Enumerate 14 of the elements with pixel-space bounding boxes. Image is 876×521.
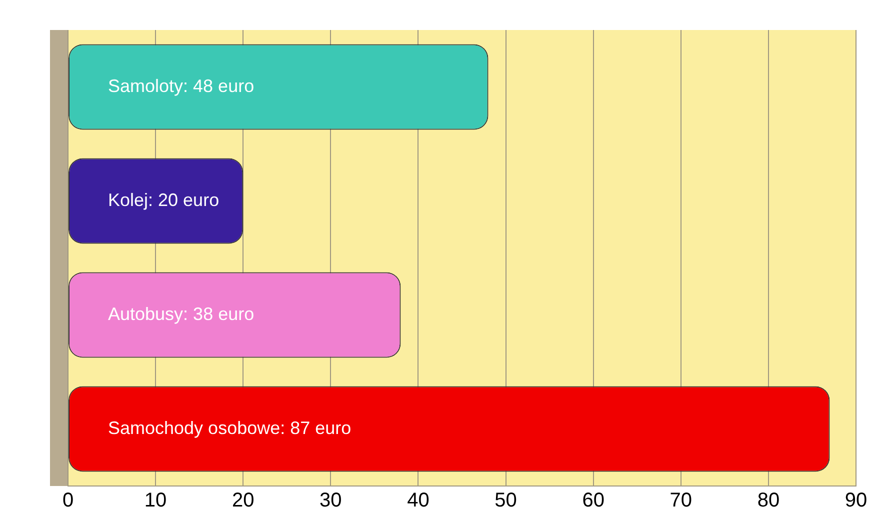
data-label: Kolej: 20 euro	[108, 190, 220, 210]
x-tick-label: 30	[320, 490, 342, 512]
x-tick-label: 20	[232, 490, 254, 512]
data-label: Samoloty: 48 euro	[108, 76, 254, 96]
x-tick-label: 40	[407, 490, 430, 512]
x-tick-label: 10	[144, 490, 167, 512]
x-tick-label: 80	[757, 490, 780, 512]
data-label: Autobusy: 38 euro	[108, 304, 254, 324]
x-tick-label: 60	[582, 490, 604, 512]
x-tick-label: 50	[494, 490, 517, 512]
x-tick-label: 70	[670, 490, 692, 512]
data-label: Samochody osobowe: 87 euro	[108, 418, 352, 438]
x-tick-label: 90	[844, 490, 868, 512]
x-tick-label: 0	[62, 490, 74, 512]
